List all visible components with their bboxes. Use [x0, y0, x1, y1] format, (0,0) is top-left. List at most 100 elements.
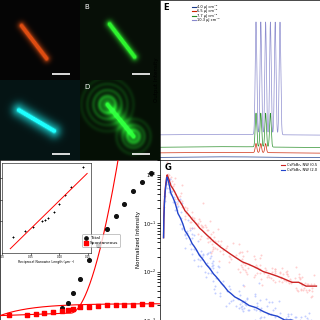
Point [254, 300, 259, 306]
Point [217, 290, 222, 295]
Point [244, 296, 249, 301]
Point [239, 264, 244, 269]
Point [198, 233, 203, 238]
Point [166, 185, 172, 190]
Point [239, 299, 244, 304]
Point [284, 315, 289, 320]
Point [178, 197, 183, 202]
Point [312, 273, 317, 278]
Point [167, 187, 172, 192]
Total [42, 310, 47, 316]
Point [185, 229, 190, 234]
Point [265, 303, 270, 308]
Point [284, 269, 289, 274]
Point [262, 265, 268, 270]
Point [205, 239, 211, 244]
Point [243, 262, 248, 268]
Point [239, 307, 244, 312]
Point [227, 287, 232, 292]
Point [279, 276, 284, 281]
Point [300, 288, 305, 293]
Point [240, 256, 245, 261]
Point [288, 311, 293, 316]
Point [205, 251, 211, 256]
Spontaneous [104, 303, 109, 308]
Point [258, 256, 263, 261]
Point [211, 244, 216, 249]
Point [199, 255, 204, 260]
Point [198, 223, 203, 228]
Point [176, 204, 181, 209]
Spontaneous [148, 302, 154, 307]
Point [206, 263, 211, 268]
Point [277, 270, 283, 275]
Total [95, 242, 100, 247]
Total [131, 189, 136, 194]
Point [167, 173, 172, 178]
Point [204, 275, 209, 280]
Point [187, 220, 192, 225]
Spontaneous [77, 305, 83, 310]
Point [243, 301, 248, 307]
Point [244, 303, 249, 308]
Point [218, 238, 223, 244]
Legend: 4.0 μJ cm⁻², 6.5 μJ cm⁻², 7.7 μJ cm⁻², 10.3 μJ cm⁻²: 4.0 μJ cm⁻², 6.5 μJ cm⁻², 7.7 μJ cm⁻², 1… [191, 4, 221, 24]
Point [199, 257, 204, 262]
Spontaneous [33, 311, 38, 316]
Point [186, 217, 191, 222]
Point [269, 300, 274, 305]
Point [174, 207, 180, 212]
Point [164, 180, 169, 185]
Point [293, 286, 298, 291]
Point [284, 272, 290, 277]
Point [167, 181, 172, 186]
Point [171, 181, 176, 186]
Point [182, 205, 188, 210]
Total [70, 291, 76, 296]
Point [225, 243, 230, 248]
Point [220, 283, 226, 288]
Point [254, 262, 259, 267]
Point [308, 282, 313, 287]
Point [298, 318, 303, 320]
Point [269, 265, 274, 270]
Point [196, 264, 201, 269]
Point [179, 204, 184, 209]
Point [182, 214, 187, 219]
Total [60, 306, 65, 311]
Point [276, 298, 282, 303]
Point [175, 196, 180, 202]
Point [277, 269, 283, 274]
Point [254, 308, 259, 313]
Point [241, 282, 246, 287]
Point [209, 250, 214, 255]
Point [164, 185, 169, 190]
Point [286, 281, 291, 286]
Point [226, 300, 231, 305]
Point [185, 207, 190, 212]
Point [228, 257, 233, 262]
Total [33, 311, 38, 316]
Point [242, 268, 247, 273]
Point [281, 278, 286, 283]
Point [304, 290, 309, 295]
Point [178, 209, 183, 214]
Point [253, 291, 258, 296]
Point [209, 253, 214, 258]
Point [258, 277, 263, 282]
Spontaneous [131, 302, 136, 307]
Point [297, 271, 302, 276]
Point [268, 276, 274, 281]
Point [294, 287, 299, 292]
Point [195, 239, 200, 244]
Point [166, 181, 171, 186]
Point [212, 234, 217, 239]
Point [169, 188, 174, 194]
Point [217, 264, 222, 269]
Point [238, 302, 243, 307]
Point [198, 249, 203, 254]
Point [189, 215, 194, 220]
Point [182, 216, 188, 221]
Point [289, 279, 294, 284]
Point [233, 304, 238, 309]
